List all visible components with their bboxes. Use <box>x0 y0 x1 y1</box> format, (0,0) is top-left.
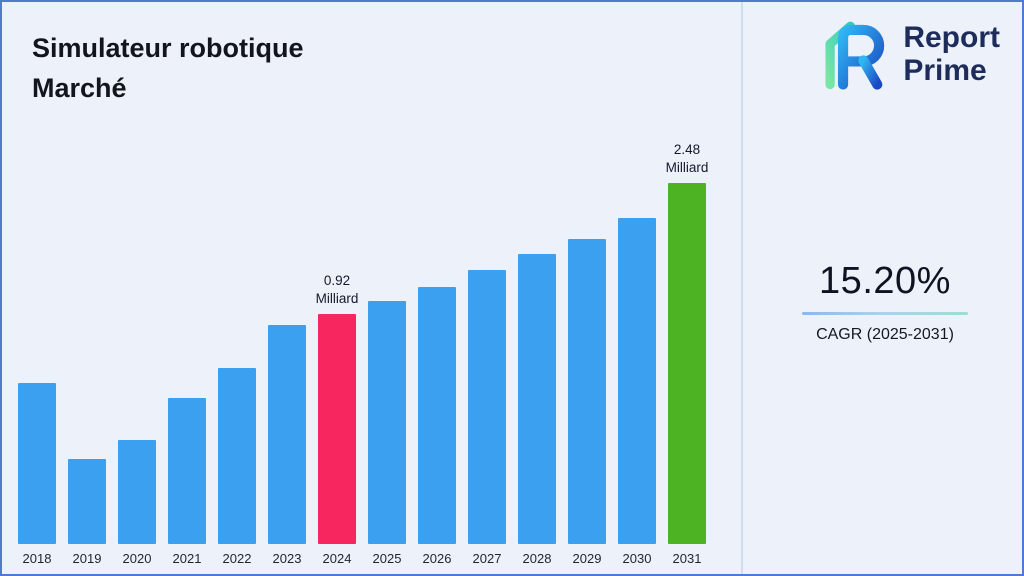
x-axis-label-2026: 2026 <box>422 551 452 566</box>
brand-name: Report Prime <box>903 21 1000 87</box>
bar-column-2023: 2023 <box>268 325 306 566</box>
bar-2030 <box>618 218 656 544</box>
bar-2028 <box>518 254 556 544</box>
bar-value-label-2024: 0.92 Milliard <box>315 273 359 307</box>
bar-2027 <box>468 270 506 544</box>
brand-name-line1: Report <box>903 21 1000 54</box>
bar-2029 <box>568 239 606 544</box>
bar-column-2031: 2.48 Milliard 2031 <box>665 141 709 566</box>
bar-column-2025: 2025 <box>368 301 406 566</box>
bar-value-label-2031: 2.48 Milliard <box>665 142 709 176</box>
bar-column-2018: 2018 <box>18 383 56 566</box>
x-axis-label-2022: 2022 <box>222 551 252 566</box>
bar-2025 <box>368 301 406 544</box>
bar-column-2021: 2021 <box>168 398 206 566</box>
x-axis-label-2028: 2028 <box>522 551 552 566</box>
x-axis-label-2031: 2031 <box>672 551 702 566</box>
cagr-underline <box>802 312 968 315</box>
bar-2026 <box>418 287 456 544</box>
bar-2021 <box>168 398 206 544</box>
x-axis-label-2020: 2020 <box>122 551 152 566</box>
panel-divider <box>741 2 743 574</box>
bar-2022 <box>218 368 256 544</box>
x-axis-label-2027: 2027 <box>472 551 502 566</box>
bar-column-2027: 2027 <box>468 270 506 566</box>
bar-column-2028: 2028 <box>518 254 556 566</box>
bar-column-2026: 2026 <box>418 287 456 566</box>
report-prime-logo-icon <box>825 21 885 90</box>
bar-chart: 2018 2019 2020 2021 2022 2023 0.92 Milliard 2024… <box>18 141 709 566</box>
brand-name-line2: Prime <box>903 54 987 87</box>
bar-2019 <box>68 459 106 544</box>
bar-2024 <box>318 314 356 544</box>
bar-column-2019: 2019 <box>68 459 106 566</box>
bar-2023 <box>268 325 306 544</box>
bar-column-2030: 2030 <box>618 218 656 566</box>
x-axis-label-2030: 2030 <box>622 551 652 566</box>
x-axis-label-2025: 2025 <box>372 551 402 566</box>
x-axis-label-2023: 2023 <box>272 551 302 566</box>
page-title-line1: Simulateur robotique <box>32 33 304 64</box>
bar-column-2022: 2022 <box>218 368 256 566</box>
cagr-panel: 15.20% CAGR (2025-2031) <box>802 260 968 344</box>
bar-column-2029: 2029 <box>568 239 606 566</box>
x-axis-label-2018: 2018 <box>22 551 52 566</box>
brand-logo: Report Prime <box>819 14 1000 94</box>
page-title: Simulateur robotique Marché <box>32 28 304 108</box>
x-axis-label-2019: 2019 <box>72 551 102 566</box>
bar-2020 <box>118 440 156 544</box>
cagr-label: CAGR (2025-2031) <box>816 326 954 343</box>
x-axis-label-2029: 2029 <box>572 551 602 566</box>
bar-column-2020: 2020 <box>118 440 156 566</box>
bar-2018 <box>18 383 56 544</box>
bar-column-2024: 0.92 Milliard 2024 <box>315 272 359 566</box>
bar-2031 <box>668 183 706 544</box>
cagr-value: 15.20% <box>819 260 951 302</box>
x-axis-label-2024: 2024 <box>322 551 352 566</box>
x-axis-label-2021: 2021 <box>172 551 202 566</box>
page-title-line2: Marché <box>32 73 127 104</box>
